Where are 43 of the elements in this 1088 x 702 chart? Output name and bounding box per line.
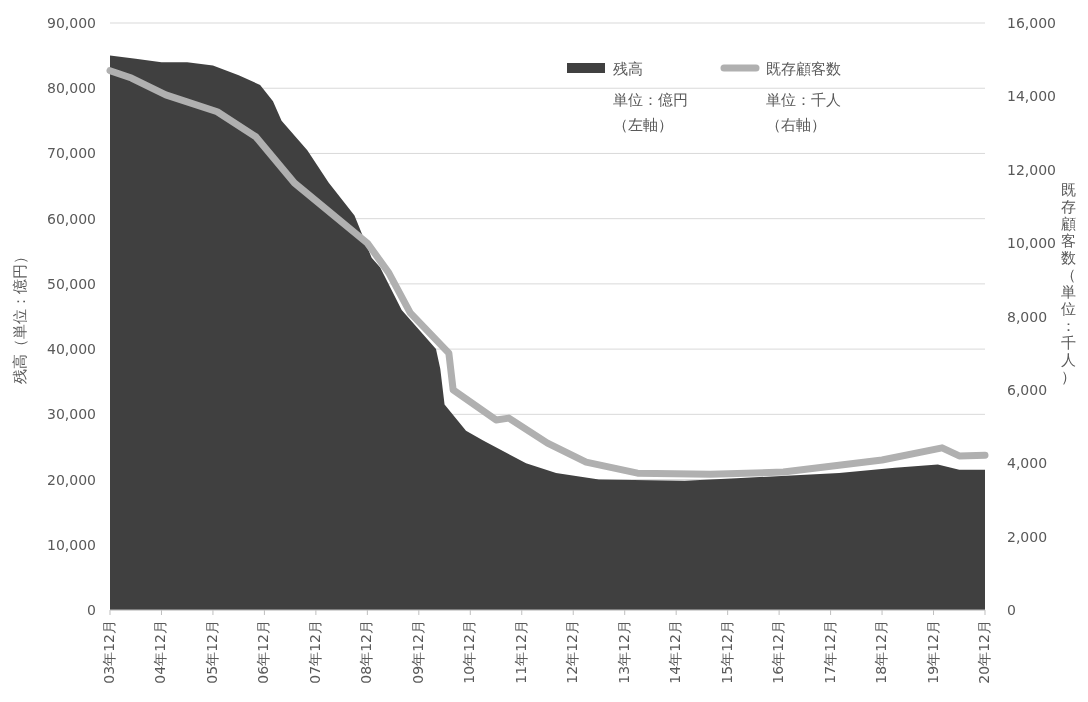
- x-tick-label: 10年12月: [461, 620, 478, 684]
- text: 既存顧客数（単位：千人）: [1060, 180, 1076, 386]
- y-tick-label: 90,000: [47, 15, 96, 31]
- y2-tick-label: 14,000: [1007, 88, 1056, 105]
- x-tick-label: 04年12月: [152, 620, 169, 684]
- y-tick-label: 70,000: [47, 145, 96, 162]
- x-tick-label: 13年12月: [615, 620, 632, 684]
- y2-tick-label: 8,000: [1007, 308, 1048, 325]
- x-tick-label: 09年12月: [409, 620, 426, 684]
- y-axis-title: 残高（単位：億円）: [11, 249, 29, 384]
- y-tick-label: 30,000: [47, 406, 96, 423]
- y2-tick-label: 6,000: [1007, 381, 1048, 398]
- x-tick-label: 11年12月: [512, 620, 529, 684]
- y2-tick-label: 10,000: [1007, 235, 1056, 252]
- y2-tick-label: 4,000: [1007, 455, 1048, 472]
- y2-tick-label: 12,000: [1007, 161, 1056, 178]
- legend-label: 残高: [613, 60, 643, 78]
- x-tick-label: 16年12月: [770, 620, 787, 684]
- x-tick-label: 05年12月: [203, 620, 220, 684]
- y-tick-label: 10,000: [47, 536, 96, 553]
- y-tick-label: 40,000: [47, 341, 96, 358]
- x-tick-label: 08年12月: [358, 620, 375, 684]
- y-tick-label: 60,000: [47, 210, 96, 227]
- y2-tick-label: 0: [1007, 602, 1016, 618]
- y-tick-label: 50,000: [47, 275, 96, 292]
- y-tick-label: 80,000: [47, 80, 96, 97]
- y-tick-label: 20,000: [47, 471, 96, 488]
- y2-tick-label: 16,000: [1007, 15, 1056, 31]
- x-tick-label: 20年12月: [976, 620, 992, 684]
- x-tick-label: 03年12月: [101, 620, 117, 684]
- y-tick-label: 0: [87, 602, 96, 618]
- legend-label: 既存顧客数: [766, 60, 841, 78]
- y2-tick-label: 2,000: [1007, 528, 1048, 545]
- x-tick-label: 17年12月: [821, 620, 838, 684]
- x-tick-label: 14年12月: [667, 620, 684, 684]
- x-tick-label: 07年12月: [306, 620, 323, 684]
- x-tick-label: 18年12月: [873, 620, 890, 684]
- x-tick-label: 19年12月: [924, 620, 941, 684]
- annotation: 単位：億円（左軸）: [613, 91, 688, 134]
- x-tick-label: 15年12月: [718, 620, 735, 684]
- x-tick-label: 12年12月: [564, 620, 581, 684]
- x-tick-label: 06年12月: [255, 620, 272, 684]
- annotation: 単位：千人（右軸）: [766, 91, 841, 134]
